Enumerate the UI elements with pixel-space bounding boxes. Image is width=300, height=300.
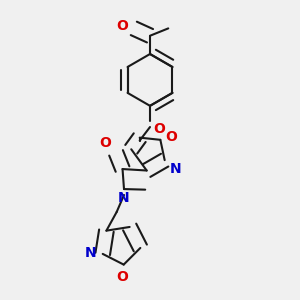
Text: N: N: [169, 163, 181, 176]
Text: O: O: [166, 130, 178, 144]
Text: O: O: [116, 270, 128, 284]
Text: N: N: [85, 246, 97, 260]
Text: O: O: [99, 136, 111, 150]
Text: N: N: [118, 191, 129, 206]
Text: O: O: [117, 19, 128, 33]
Text: O: O: [153, 122, 165, 136]
